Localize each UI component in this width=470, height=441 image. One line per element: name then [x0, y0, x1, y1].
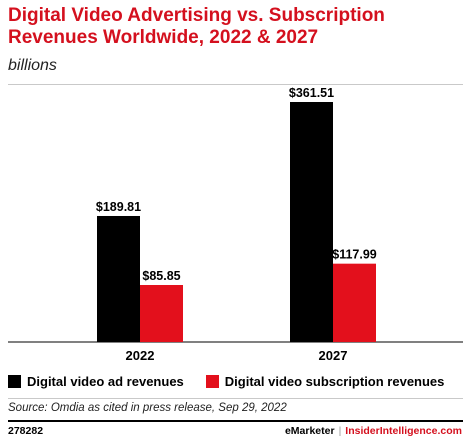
data-label-2027-series-0: $361.51: [289, 86, 334, 100]
data-label-2022-series-0: $189.81: [96, 200, 141, 214]
data-label-2027-series-1: $117.99: [332, 248, 377, 262]
chart-id: 278282: [8, 425, 44, 437]
legend-item-ad-revenues: Digital video ad revenues: [8, 374, 184, 389]
legend-swatch-ad: [8, 375, 21, 388]
chart-title: Digital Video Advertising vs. Subscripti…: [8, 5, 385, 48]
brand-logo: eMarketer | InsiderIntelligence.com: [285, 425, 462, 437]
footer-divider: [8, 420, 463, 422]
legend-label-ad: Digital video ad revenues: [27, 374, 184, 389]
legend-label-subscription: Digital video subscription revenues: [224, 374, 445, 389]
legend: Digital video ad revenues Digital video …: [8, 374, 466, 389]
legend-item-subscription-revenues: Digital video subscription revenues: [205, 374, 445, 389]
data-label-2022-series-1: $85.85: [142, 269, 180, 283]
bar-2022-series-1: [140, 285, 183, 342]
x-tick-label-2022: 2022: [126, 348, 155, 363]
brand-separator: |: [338, 425, 342, 437]
bar-2027-series-1: [333, 263, 376, 342]
brand-emarketer: eMarketer: [284, 425, 335, 437]
bar-2027-series-0: [290, 102, 333, 342]
source-divider: [8, 398, 463, 399]
legend-swatch-subscription: [205, 375, 219, 388]
x-tick-label-2027: 2027: [319, 348, 348, 363]
brand-insider-intelligence: InsiderIntelligence.com: [345, 425, 462, 437]
source-note: Source: Omdia as cited in press release,…: [8, 402, 287, 414]
bar-2022-series-0: [97, 215, 140, 342]
title-divider: [8, 84, 463, 85]
chart-subtitle: billions: [8, 57, 57, 74]
